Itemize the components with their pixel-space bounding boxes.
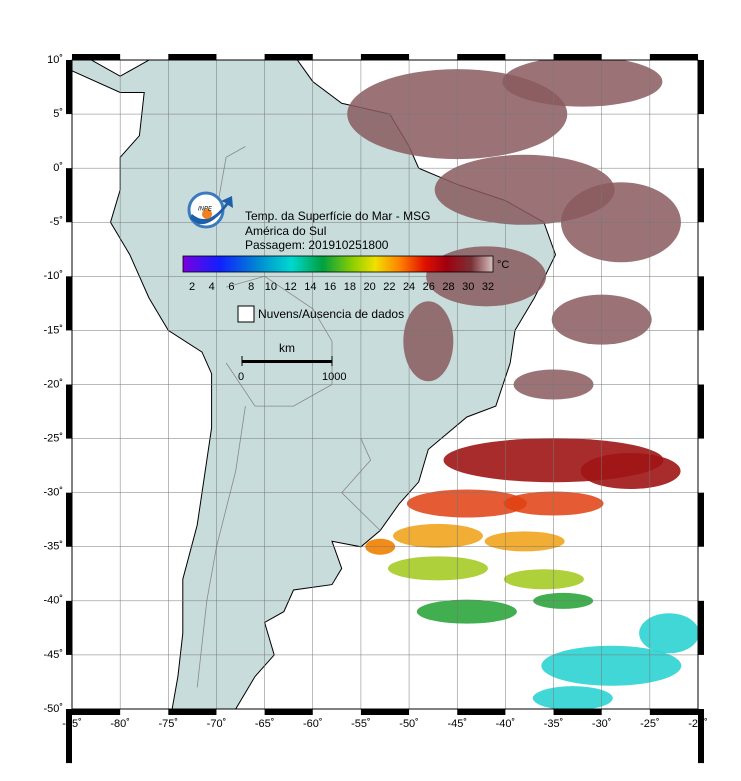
- lon-label: -65˚: [255, 718, 275, 730]
- lon-label: -75˚: [159, 718, 179, 730]
- frame-bar: [457, 709, 506, 715]
- lat-label: -35˚: [43, 541, 63, 553]
- frame-bar: [66, 384, 72, 439]
- colorbar-tick: 8: [248, 281, 254, 293]
- scale-start: 0: [238, 371, 244, 383]
- lon-label: -70˚: [207, 718, 227, 730]
- frame-bar: [698, 600, 704, 655]
- sst-patch: [484, 531, 565, 552]
- sst-patch: [387, 556, 488, 581]
- sst-patch: [502, 60, 663, 107]
- frame-bar: [360, 54, 410, 60]
- frame-bar: [66, 168, 72, 223]
- lon-label: -35˚: [544, 718, 564, 730]
- frame-bar: [553, 54, 602, 60]
- frame-bar: [66, 492, 72, 547]
- frame-bar: [698, 384, 704, 439]
- frame-bar: [698, 709, 704, 764]
- frame-bar: [66, 600, 72, 655]
- frame-bar: [264, 54, 313, 60]
- colorbar: [182, 255, 494, 273]
- colorbar-tick: 26: [423, 281, 435, 293]
- colorbar-tick: 32: [482, 281, 494, 293]
- lat-label: -25˚: [43, 432, 63, 444]
- svg-text:INPE: INPE: [198, 207, 213, 213]
- frame-bar: [264, 709, 313, 715]
- frame-bar: [72, 54, 121, 60]
- lat-label: -50˚: [43, 703, 63, 715]
- colorbar-tick: 30: [462, 281, 474, 293]
- scale-end: 1000: [322, 371, 346, 383]
- legend-swatch: [237, 305, 255, 323]
- lat-label: -5˚: [50, 216, 63, 228]
- lon-label: -40˚: [496, 718, 516, 730]
- scale-unit: km: [279, 341, 295, 355]
- frame-bar: [360, 709, 410, 715]
- frame-bar: [72, 709, 121, 715]
- sst-patch: [541, 645, 682, 686]
- legend-label: Nuvens/Ausencia de dados: [258, 307, 404, 321]
- sst-patch: [580, 453, 681, 490]
- pass-time: Passagem: 201910251800: [245, 238, 389, 252]
- sst-patch: [392, 523, 483, 548]
- lon-label: -20˚: [688, 718, 708, 730]
- lat-label: -45˚: [43, 649, 63, 661]
- frame-bar: [66, 60, 72, 115]
- colorbar-tick: 6: [228, 281, 234, 293]
- lat-label: 10˚: [47, 54, 63, 66]
- colorbar-tick: 10: [265, 281, 277, 293]
- frame-bar: [649, 709, 698, 715]
- logo: INPE: [187, 191, 233, 229]
- map-area: [72, 60, 698, 709]
- frame-bar: [66, 276, 72, 331]
- lat-label: -40˚: [43, 595, 63, 607]
- frame-bar: [649, 54, 698, 60]
- lon-label: -45˚: [447, 718, 467, 730]
- overlay: INPE Temp. da Superfície do Mar - MSG Am…: [182, 191, 509, 383]
- frame-bar: [698, 492, 704, 547]
- sst-patch: [406, 489, 527, 518]
- lon-label: -50˚: [399, 718, 419, 730]
- frame-bar: [168, 709, 217, 715]
- lat-label: -20˚: [43, 378, 63, 390]
- lon-label: -30˚: [592, 718, 612, 730]
- lon-label: -25˚: [640, 718, 660, 730]
- sst-patch: [416, 599, 517, 624]
- frame-bar: [553, 709, 602, 715]
- lon-label: -55˚: [351, 718, 371, 730]
- sst-patch: [639, 613, 698, 654]
- lat-label: 5˚: [53, 108, 63, 120]
- colorbar-tick: 2: [189, 281, 195, 293]
- lon-label: -60˚: [303, 718, 323, 730]
- lon-label: -85˚: [62, 718, 82, 730]
- frame-bar: [698, 168, 704, 223]
- colorbar-tick: 4: [209, 281, 215, 293]
- sst-patch: [503, 569, 584, 590]
- frame-bar: [66, 709, 72, 764]
- sst-patch: [403, 301, 454, 382]
- frame-bar: [698, 60, 704, 115]
- frame-bar: [168, 54, 217, 60]
- colorbar-tick: 20: [363, 281, 375, 293]
- colorbar-tick: 16: [324, 281, 336, 293]
- colorbar-tick: 24: [403, 281, 415, 293]
- colorbar-tick: 12: [285, 281, 297, 293]
- frame-bar: [457, 54, 506, 60]
- lat-label: 0˚: [53, 162, 63, 174]
- sst-patch: [532, 686, 613, 709]
- lat-label: -30˚: [43, 487, 63, 499]
- title: Temp. da Superfície do Mar - MSG: [245, 209, 430, 223]
- lat-label: -15˚: [43, 324, 63, 336]
- frame-bar: [698, 276, 704, 331]
- scale-bar: [242, 360, 332, 363]
- colorbar-tick: 22: [383, 281, 395, 293]
- colorbar-tick: 28: [442, 281, 454, 293]
- region: América do Sul: [245, 224, 326, 238]
- lat-label: -10˚: [43, 270, 63, 282]
- lon-label: -80˚: [110, 718, 130, 730]
- colorbar-tick: 14: [304, 281, 316, 293]
- colorbar-tick: 18: [344, 281, 356, 293]
- colorbar-unit: °C: [497, 259, 509, 271]
